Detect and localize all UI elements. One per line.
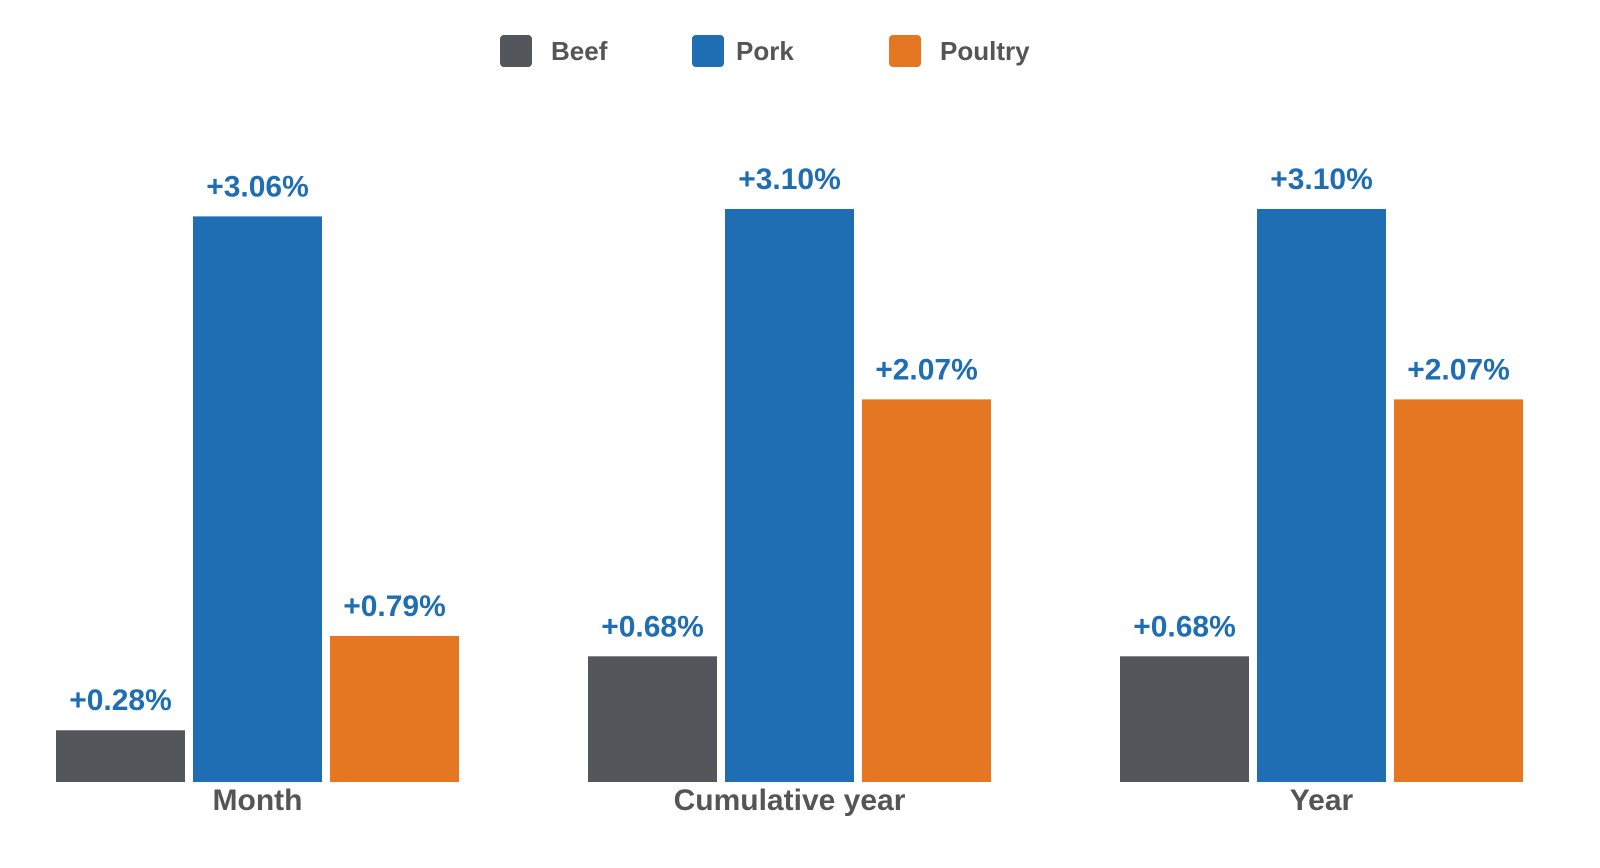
bar-pork-cumulative-year	[725, 209, 854, 782]
value-label-pork-year: +3.10%	[1270, 163, 1373, 196]
bar-poultry-year	[1394, 399, 1523, 782]
value-label-pork-cumulative-year: +3.10%	[738, 163, 841, 196]
category-label-year: Year	[1290, 784, 1354, 817]
bar-pork-year	[1257, 209, 1386, 782]
value-label-beef-cumulative-year: +0.68%	[601, 610, 704, 643]
legend: Beef Pork Poultry	[500, 35, 1030, 67]
bar-poultry-cumulative-year	[862, 399, 991, 782]
legend-label-poultry: Poultry	[940, 36, 1030, 66]
value-label-poultry-cumulative-year: +2.07%	[875, 353, 978, 386]
legend-swatch-poultry	[889, 35, 921, 67]
legend-item-poultry: Poultry	[889, 35, 1030, 67]
legend-swatch-pork	[692, 35, 724, 67]
bar-pork-month	[193, 216, 322, 782]
bar-beef-year	[1120, 656, 1249, 782]
bar-beef-month	[56, 730, 185, 782]
category-label-month: Month	[213, 784, 303, 817]
legend-item-pork: Pork	[692, 35, 794, 67]
legend-label-beef: Beef	[551, 36, 608, 66]
bar-poultry-month	[330, 635, 459, 782]
category-label-cumulative-year: Cumulative year	[674, 784, 906, 817]
legend-label-pork: Pork	[736, 36, 794, 66]
legend-item-beef: Beef	[500, 35, 608, 67]
value-label-poultry-month: +0.79%	[343, 590, 446, 623]
category-labels: Month Cumulative year Year	[213, 784, 1354, 817]
legend-swatch-beef	[500, 35, 532, 67]
bars	[56, 209, 1523, 782]
value-label-beef-month: +0.28%	[69, 684, 172, 717]
value-label-pork-month: +3.06%	[206, 170, 309, 203]
value-label-poultry-year: +2.07%	[1407, 353, 1510, 386]
value-label-beef-year: +0.68%	[1133, 610, 1236, 643]
value-labels: +0.28% +3.06% +0.79% +0.68% +3.10% +2.07% +0.6…	[69, 163, 1510, 717]
bar-beef-cumulative-year	[588, 656, 717, 782]
